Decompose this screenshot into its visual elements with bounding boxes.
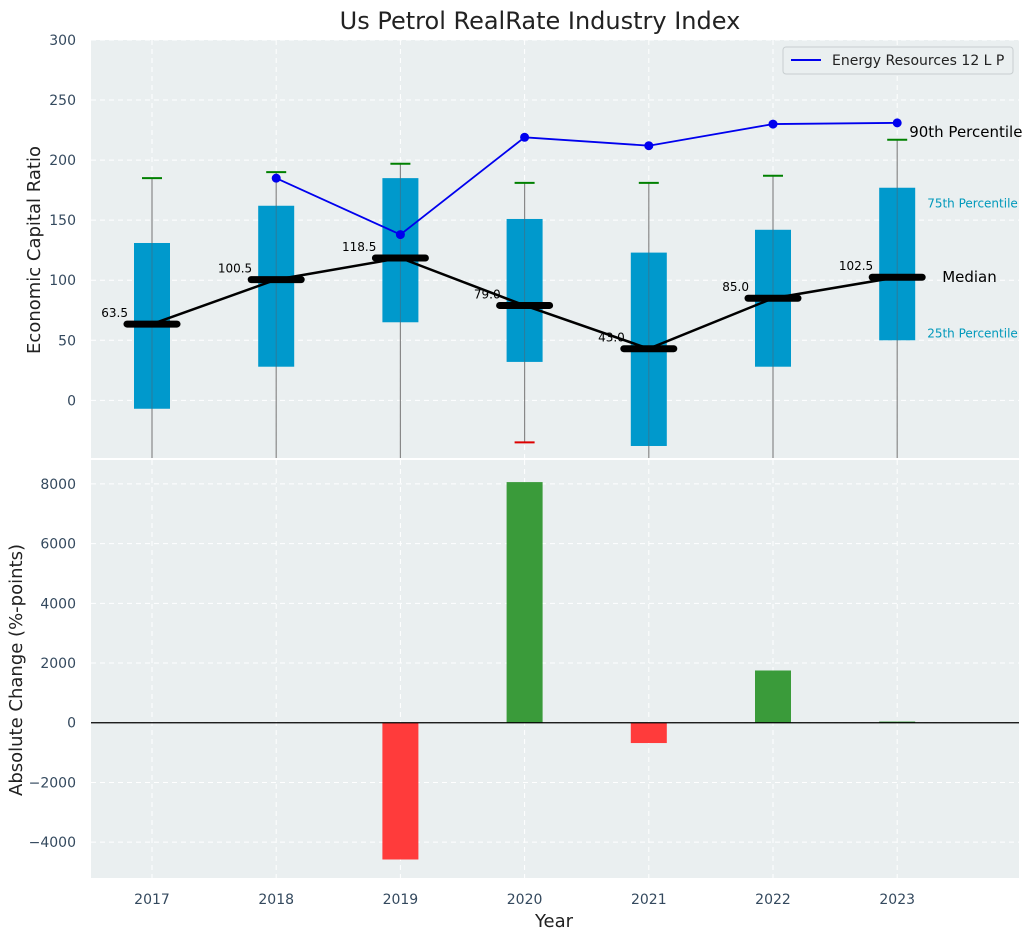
series-point-2021 [644, 141, 654, 151]
median-value-label: 85.0 [722, 280, 749, 294]
change-bar-2019 [382, 722, 419, 860]
x-tick-label-2020: 2020 [507, 892, 543, 908]
change-bar-2020 [506, 482, 543, 723]
bottom-y-axis-label: Absolute Change (%-points) [6, 544, 27, 796]
top-y-tick-label: 50 [58, 333, 76, 349]
bottom-y-tick-label: 8000 [40, 477, 76, 493]
x-tick-label-2017: 2017 [134, 892, 170, 908]
series-point-2019 [395, 230, 405, 240]
change-bar-2021 [630, 722, 667, 744]
top-panel: 300 250 200 150 100 50 0 63.5 100.5 118.5 79.0 43.… [24, 33, 1022, 458]
median-value-label: 102.5 [839, 259, 873, 273]
series-point-2023 [892, 118, 902, 128]
bottom-y-tick-label: −2000 [29, 775, 76, 791]
bottom-y-tick-label: 2000 [40, 656, 76, 672]
series-point-2018 [271, 173, 281, 183]
top-y-tick-label: 0 [67, 393, 76, 409]
median-value-label: 63.5 [101, 306, 128, 320]
x-tick-label-2019: 2019 [383, 892, 419, 908]
series-line [275, 121, 898, 236]
bottom-y-tick-label: 6000 [40, 537, 76, 553]
legend: Energy Resources 12 L P [782, 46, 1014, 75]
bottom-y-tick-label: 0 [67, 716, 76, 732]
p90-annotation: 90th Percentile [909, 123, 1022, 141]
x-tick-label-2018: 2018 [258, 892, 294, 908]
series-point-2020 [520, 132, 530, 142]
x-tick-label-2021: 2021 [631, 892, 667, 908]
x-tick-label-2022: 2022 [755, 892, 791, 908]
chart-title: Us Petrol RealRate Industry Index [340, 7, 741, 35]
bottom-y-tick-label: 4000 [40, 596, 76, 612]
top-y-tick-label: 100 [49, 273, 76, 289]
top-y-tick-label: 300 [49, 33, 76, 49]
top-y-axis-label: Economic Capital Ratio [24, 146, 45, 354]
median-annotation: Median [942, 268, 997, 286]
series-point-2022 [768, 119, 778, 129]
change-bar-2022 [755, 670, 791, 723]
bottom-panel: 8000 6000 4000 2000 0 −2000 −4000 2017 2018 2019… [6, 460, 1019, 932]
bottom-plot-background [91, 460, 1019, 878]
top-y-tick-label: 200 [49, 153, 76, 169]
top-y-tick-label: 150 [49, 213, 76, 229]
median-value-label: 100.5 [218, 262, 252, 276]
x-axis-label: Year [534, 911, 574, 932]
median-value-label: 43.0 [598, 331, 625, 345]
legend-entry-label: Energy Resources 12 L P [832, 53, 1004, 69]
p75-annotation: 75th Percentile [927, 197, 1018, 211]
x-tick-label-2023: 2023 [879, 892, 915, 908]
median-value-label: 79.0 [474, 287, 501, 301]
top-y-tick-label: 250 [49, 93, 76, 109]
top-plot-background [91, 40, 1019, 458]
median-value-label: 118.5 [342, 240, 376, 254]
p25-annotation: 25th Percentile [927, 326, 1018, 340]
legend-box [782, 46, 1014, 75]
bottom-y-tick-label: −4000 [29, 835, 76, 851]
